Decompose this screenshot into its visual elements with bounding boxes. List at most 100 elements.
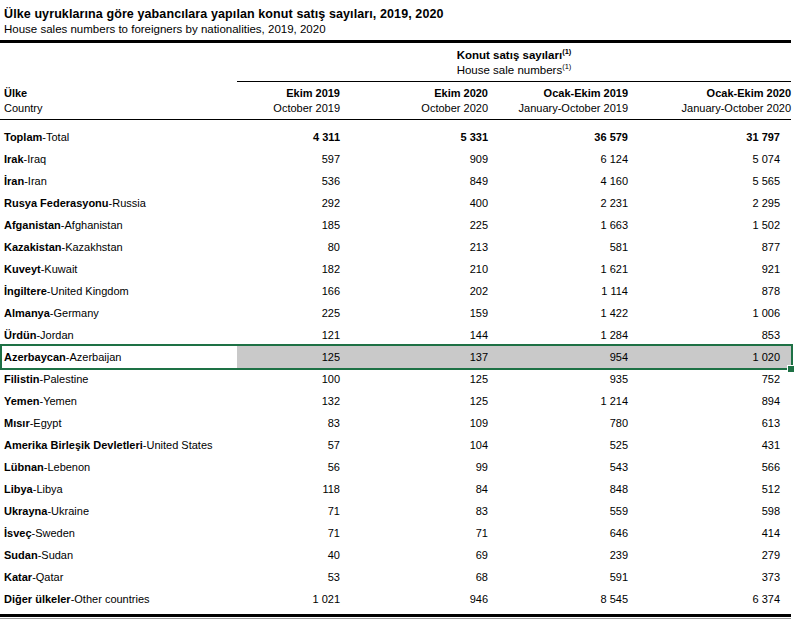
value-cell[interactable]: 848 (488, 478, 628, 500)
value-cell[interactable]: 100 (237, 368, 340, 390)
value-cell[interactable]: 566 (628, 456, 791, 478)
value-cell[interactable]: 202 (340, 280, 488, 302)
table-row[interactable]: Lübnan - Lebenon 56 99 543 566 (0, 456, 791, 478)
value-cell[interactable]: 894 (628, 390, 791, 412)
value-cell[interactable]: 5 331 (340, 126, 488, 148)
table-row[interactable]: Ürdün - Jordan 121 144 1 284 853 (0, 324, 791, 346)
country-label-cell[interactable]: Diğer ülkeler - Other countries (0, 588, 237, 610)
value-cell[interactable]: 4 160 (488, 170, 628, 192)
value-cell[interactable]: 2 295 (628, 192, 791, 214)
value-cell[interactable]: 946 (340, 588, 488, 610)
value-cell[interactable]: 83 (237, 412, 340, 434)
table-row[interactable]: İsveç - Sweden 71 71 646 414 (0, 522, 791, 544)
value-cell[interactable]: 71 (237, 500, 340, 522)
table-row[interactable]: Kuveyt - Kuwait 182 210 1 621 921 (0, 258, 791, 280)
country-label-cell[interactable]: Irak - Iraq (0, 148, 237, 170)
value-cell[interactable]: 1 020 (628, 346, 791, 368)
value-cell[interactable]: 166 (237, 280, 340, 302)
value-cell[interactable]: 292 (237, 192, 340, 214)
country-label-cell[interactable]: Kazakistan -Kazakhstan (0, 236, 237, 258)
value-cell[interactable]: 125 (340, 390, 488, 412)
table-row[interactable]: Ukrayna - Ukraine 71 83 559 598 (0, 500, 791, 522)
table-row[interactable]: Azerbaycan - Azerbaijan 125 137 954 1 02… (0, 346, 791, 368)
value-cell[interactable]: 159 (340, 302, 488, 324)
value-cell[interactable]: 185 (237, 214, 340, 236)
country-label-cell[interactable]: Azerbaycan - Azerbaijan (0, 346, 237, 368)
table-row[interactable]: Kazakistan -Kazakhstan 80 213 581 877 (0, 236, 791, 258)
selection-fill-handle[interactable] (787, 365, 795, 373)
table-row[interactable]: Katar - Qatar 53 68 591 373 (0, 566, 791, 588)
country-label-cell[interactable]: Sudan - Sudan (0, 544, 237, 566)
table-row[interactable]: Libya - Libya 118 84 848 512 (0, 478, 791, 500)
value-cell[interactable]: 40 (237, 544, 340, 566)
value-cell[interactable]: 68 (340, 566, 488, 588)
value-cell[interactable]: 780 (488, 412, 628, 434)
value-cell[interactable]: 71 (340, 522, 488, 544)
country-label-cell[interactable]: Libya - Libya (0, 478, 237, 500)
value-cell[interactable]: 239 (488, 544, 628, 566)
value-cell[interactable]: 5 074 (628, 148, 791, 170)
country-label-cell[interactable]: Katar - Qatar (0, 566, 237, 588)
value-cell[interactable]: 125 (237, 346, 340, 368)
value-cell[interactable]: 118 (237, 478, 340, 500)
value-cell[interactable]: 613 (628, 412, 791, 434)
country-label-cell[interactable]: Lübnan - Lebenon (0, 456, 237, 478)
value-cell[interactable]: 84 (340, 478, 488, 500)
table-row[interactable]: Mısır - Egypt 83 109 780 613 (0, 412, 791, 434)
table-row[interactable]: Irak - Iraq 597 909 6 124 5 074 (0, 148, 791, 170)
value-cell[interactable]: 1 006 (628, 302, 791, 324)
table-row[interactable]: Rusya Federasyonu - Russia 292 400 2 231… (0, 192, 791, 214)
value-cell[interactable]: 414 (628, 522, 791, 544)
value-cell[interactable]: 6 124 (488, 148, 628, 170)
value-cell[interactable]: 53 (237, 566, 340, 588)
value-cell[interactable]: 752 (628, 368, 791, 390)
value-cell[interactable]: 36 579 (488, 126, 628, 148)
country-label-cell[interactable]: Almanya - Germany (0, 302, 237, 324)
country-label-cell[interactable]: Rusya Federasyonu - Russia (0, 192, 237, 214)
value-cell[interactable]: 921 (628, 258, 791, 280)
table-row[interactable]: Afganistan - Afghanistan 185 225 1 663 1… (0, 214, 791, 236)
value-cell[interactable]: 909 (340, 148, 488, 170)
country-label-cell[interactable]: Afganistan - Afghanistan (0, 214, 237, 236)
value-cell[interactable]: 536 (237, 170, 340, 192)
value-cell[interactable]: 525 (488, 434, 628, 456)
value-cell[interactable]: 6 374 (628, 588, 791, 610)
value-cell[interactable]: 878 (628, 280, 791, 302)
country-label-cell[interactable]: İngiltere - United Kingdom (0, 280, 237, 302)
country-label-cell[interactable]: Ürdün - Jordan (0, 324, 237, 346)
value-cell[interactable]: 83 (340, 500, 488, 522)
country-label-cell[interactable]: Ukrayna - Ukraine (0, 500, 237, 522)
value-cell[interactable]: 210 (340, 258, 488, 280)
value-cell[interactable]: 132 (237, 390, 340, 412)
value-cell[interactable]: 225 (237, 302, 340, 324)
value-cell[interactable]: 8 545 (488, 588, 628, 610)
value-cell[interactable]: 597 (237, 148, 340, 170)
country-label-cell[interactable]: Kuveyt - Kuwait (0, 258, 237, 280)
value-cell[interactable]: 56 (237, 456, 340, 478)
value-cell[interactable]: 1 502 (628, 214, 791, 236)
value-cell[interactable]: 849 (340, 170, 488, 192)
value-cell[interactable]: 400 (340, 192, 488, 214)
value-cell[interactable]: 1 114 (488, 280, 628, 302)
country-label-cell[interactable]: Yemen - Yemen (0, 390, 237, 412)
value-cell[interactable]: 31 797 (628, 126, 791, 148)
country-label-cell[interactable]: İran - Iran (0, 170, 237, 192)
country-label-cell[interactable]: Mısır - Egypt (0, 412, 237, 434)
value-cell[interactable]: 646 (488, 522, 628, 544)
table-row[interactable]: Diğer ülkeler - Other countries 1 021 94… (0, 588, 791, 610)
value-cell[interactable]: 1 422 (488, 302, 628, 324)
country-label-cell[interactable]: Toplam - Total (0, 126, 237, 148)
value-cell[interactable]: 591 (488, 566, 628, 588)
value-cell[interactable]: 1 021 (237, 588, 340, 610)
value-cell[interactable]: 69 (340, 544, 488, 566)
value-cell[interactable]: 99 (340, 456, 488, 478)
table-row[interactable]: Sudan - Sudan 40 69 239 279 (0, 544, 791, 566)
value-cell[interactable]: 104 (340, 434, 488, 456)
value-cell[interactable]: 5 565 (628, 170, 791, 192)
value-cell[interactable]: 877 (628, 236, 791, 258)
value-cell[interactable]: 213 (340, 236, 488, 258)
value-cell[interactable]: 935 (488, 368, 628, 390)
value-cell[interactable]: 598 (628, 500, 791, 522)
table-row[interactable]: İngiltere - United Kingdom 166 202 1 114… (0, 280, 791, 302)
value-cell[interactable]: 109 (340, 412, 488, 434)
